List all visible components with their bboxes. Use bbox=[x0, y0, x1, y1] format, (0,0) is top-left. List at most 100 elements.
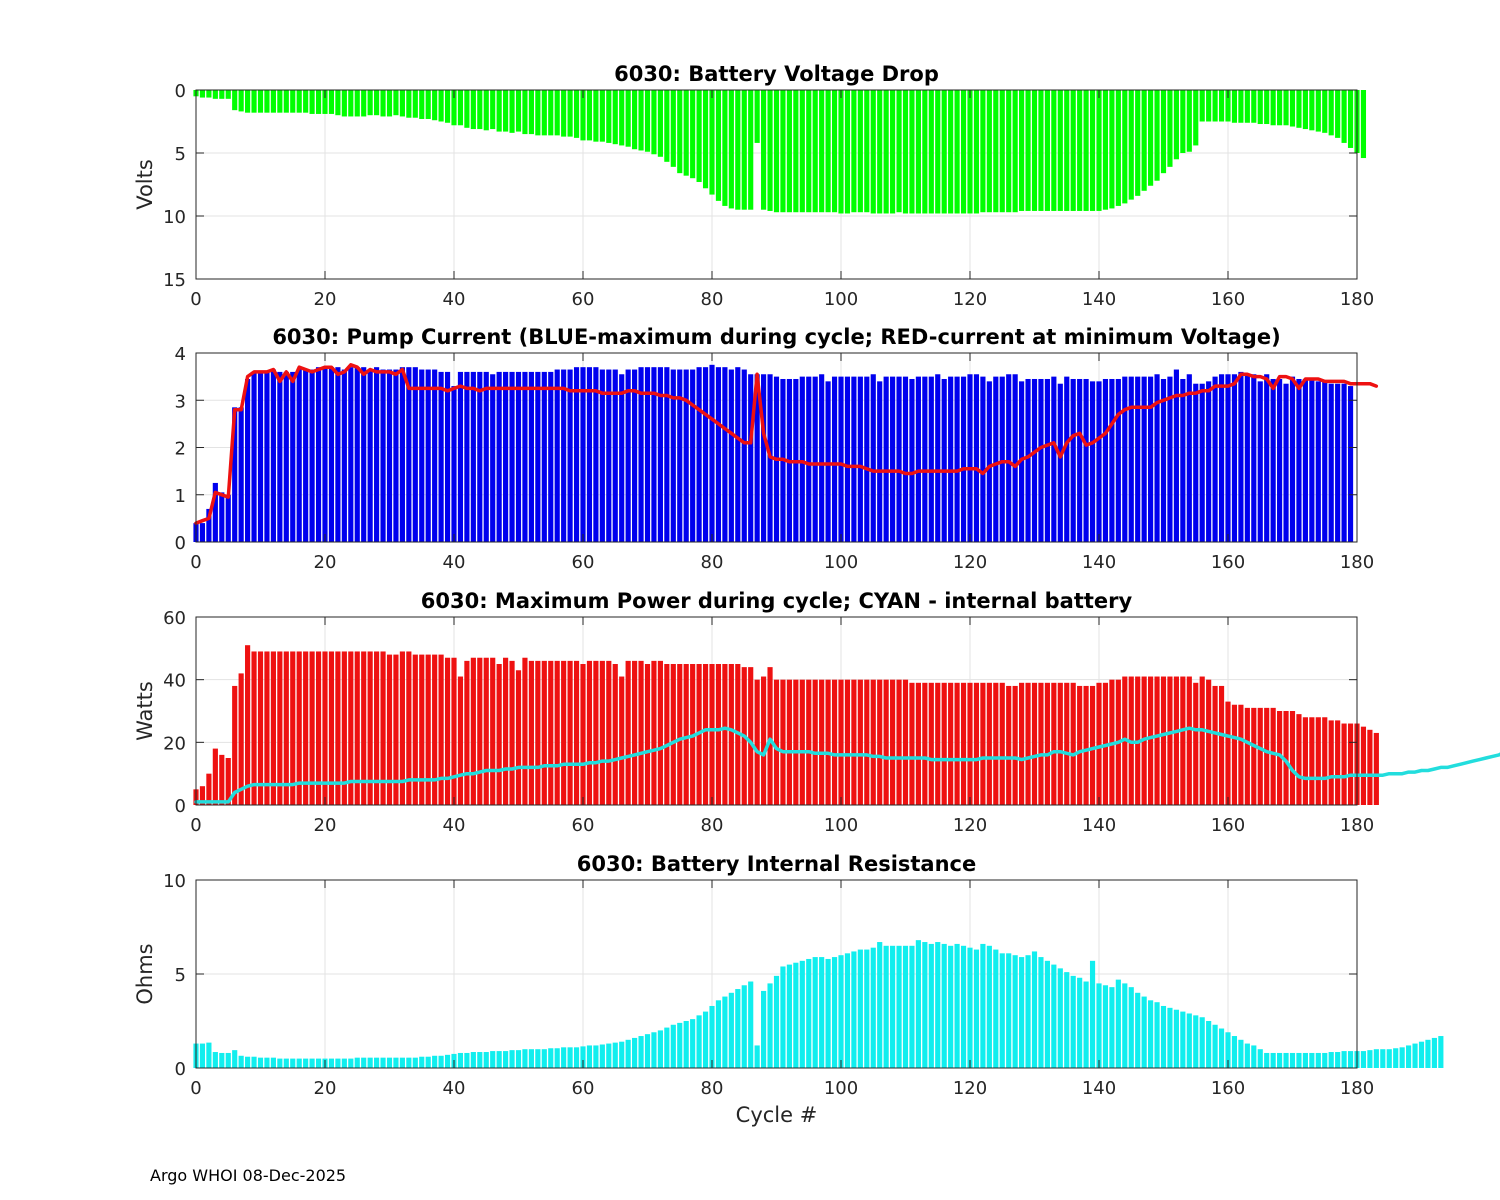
bar bbox=[567, 90, 573, 137]
axes-box bbox=[195, 616, 1358, 806]
bar bbox=[477, 90, 483, 130]
bar bbox=[1193, 682, 1199, 805]
bar bbox=[831, 679, 838, 805]
bar bbox=[393, 90, 399, 116]
bar bbox=[657, 1030, 663, 1068]
bar bbox=[890, 945, 896, 1068]
bar bbox=[354, 367, 360, 542]
bar bbox=[1309, 1052, 1315, 1068]
x-tick-label: 140 bbox=[1082, 289, 1116, 310]
bar bbox=[1012, 955, 1018, 1068]
bar bbox=[1335, 1052, 1341, 1068]
bar bbox=[819, 90, 825, 213]
bar bbox=[761, 374, 767, 542]
bar bbox=[902, 679, 909, 805]
bar bbox=[1322, 90, 1328, 133]
bar bbox=[1302, 717, 1308, 805]
bar bbox=[419, 369, 425, 542]
bar bbox=[270, 369, 276, 542]
bar bbox=[1347, 90, 1354, 148]
bar bbox=[1044, 90, 1050, 211]
bar bbox=[812, 90, 818, 213]
bar bbox=[528, 660, 534, 805]
bar bbox=[245, 90, 251, 113]
bar bbox=[315, 651, 322, 805]
bar bbox=[432, 654, 438, 805]
bar bbox=[909, 378, 915, 542]
bar bbox=[412, 654, 418, 805]
bar bbox=[722, 90, 728, 206]
bar bbox=[890, 679, 896, 805]
bar bbox=[1148, 376, 1154, 542]
bar bbox=[399, 1057, 405, 1068]
bar bbox=[812, 957, 818, 1068]
bar bbox=[412, 90, 418, 118]
bar bbox=[870, 679, 876, 805]
bar bbox=[1019, 682, 1025, 805]
bar bbox=[335, 90, 341, 116]
bar bbox=[1283, 1052, 1289, 1068]
bar bbox=[973, 90, 980, 214]
bar bbox=[277, 371, 283, 542]
bar bbox=[470, 657, 476, 805]
bar bbox=[1296, 378, 1302, 542]
bar bbox=[1231, 90, 1238, 123]
bar bbox=[1051, 90, 1057, 211]
bar bbox=[1328, 1052, 1334, 1068]
bar bbox=[1160, 676, 1167, 805]
bar bbox=[1360, 1051, 1367, 1068]
bar bbox=[986, 90, 992, 213]
bar bbox=[806, 90, 812, 213]
bar bbox=[290, 1058, 296, 1068]
bar bbox=[444, 371, 451, 542]
bar bbox=[1031, 682, 1038, 805]
bar bbox=[1425, 1039, 1431, 1068]
bar bbox=[967, 682, 973, 805]
bar bbox=[367, 90, 373, 116]
bar bbox=[999, 376, 1005, 542]
y-tick-label: 15 bbox=[163, 270, 186, 291]
bar bbox=[341, 90, 347, 117]
bar bbox=[219, 90, 225, 99]
bar bbox=[773, 679, 780, 805]
bar bbox=[1006, 374, 1012, 542]
bar bbox=[709, 364, 715, 542]
bar bbox=[728, 369, 734, 542]
bar bbox=[677, 664, 683, 805]
bar bbox=[238, 90, 244, 112]
bar bbox=[786, 679, 792, 805]
x-tick-label: 180 bbox=[1340, 289, 1374, 310]
bar bbox=[315, 90, 322, 114]
bar bbox=[283, 90, 289, 113]
bar bbox=[328, 90, 335, 114]
bar bbox=[870, 374, 876, 542]
bar bbox=[1051, 682, 1057, 805]
bar bbox=[1225, 374, 1231, 542]
bar bbox=[922, 942, 928, 1068]
bar bbox=[993, 90, 999, 213]
bar bbox=[593, 1045, 599, 1068]
bar bbox=[1083, 90, 1089, 211]
bar bbox=[315, 1058, 322, 1068]
bar bbox=[1315, 717, 1321, 805]
bar bbox=[851, 679, 857, 805]
bar bbox=[748, 374, 754, 542]
bar bbox=[348, 367, 354, 542]
series-line bbox=[194, 363, 1379, 525]
bar bbox=[973, 949, 980, 1068]
bar bbox=[393, 1057, 399, 1068]
bar bbox=[1057, 383, 1063, 542]
x-tick-label: 100 bbox=[824, 815, 858, 836]
bar bbox=[1309, 90, 1315, 131]
bar bbox=[1128, 987, 1134, 1068]
bar bbox=[225, 1052, 231, 1068]
bar bbox=[1148, 1000, 1154, 1068]
bar bbox=[831, 90, 838, 213]
x-tick-label: 120 bbox=[953, 552, 987, 573]
bar bbox=[1231, 1036, 1238, 1068]
bar bbox=[354, 651, 360, 805]
bar bbox=[496, 1051, 502, 1068]
bar bbox=[515, 371, 522, 542]
bar bbox=[1006, 90, 1012, 213]
bar bbox=[1160, 378, 1167, 542]
